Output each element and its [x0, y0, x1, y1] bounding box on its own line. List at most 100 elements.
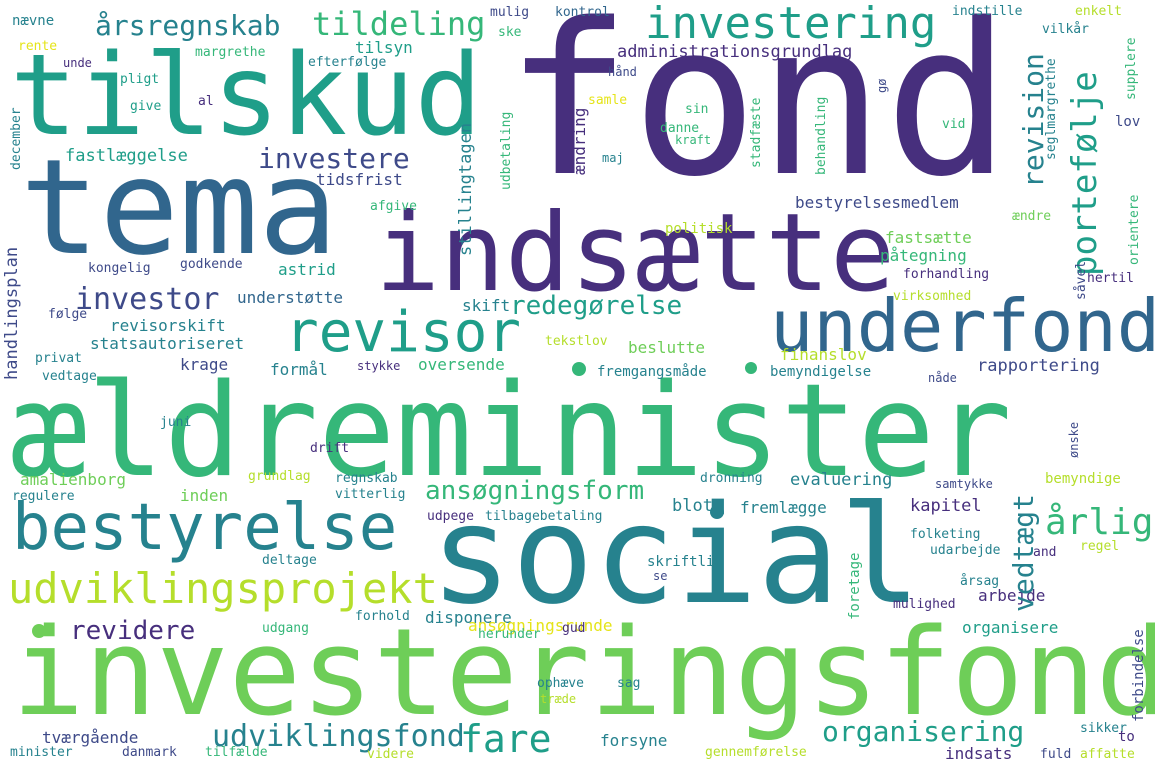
word-paategning: påtegning — [880, 246, 967, 265]
word-revisorskift: revisorskift — [110, 316, 226, 335]
word-indsaette: indsætte — [375, 191, 896, 316]
word-forsyne: forsyne — [600, 731, 668, 750]
word-tildeling: tildeling — [312, 5, 486, 43]
word-oversende: oversende — [418, 355, 505, 374]
word-ansogningsform: ansøgningsform — [425, 476, 645, 506]
word-navne: nævne — [12, 13, 55, 29]
word-sin: sin — [685, 102, 709, 117]
word-revisor: revisor — [285, 300, 522, 365]
word-forhold: forhold — [355, 609, 410, 624]
word-fond: fond — [505, 0, 1011, 223]
word-tvaergaaende: tværgående — [42, 728, 139, 747]
word-go: gø — [875, 78, 889, 93]
word-traede: træde — [540, 692, 577, 706]
word-hertil: hertil — [1087, 271, 1134, 286]
word-investor: investor — [75, 282, 220, 317]
word-kapitel: kapitel — [910, 496, 982, 516]
word-ansogningsrunde: ansøgningsrunde — [468, 616, 613, 635]
word-behandling: behandling — [814, 96, 829, 175]
word-statsautoriseret: statsautoriseret — [90, 334, 245, 353]
word-tilsyn: tilsyn — [355, 38, 413, 57]
word-aarsag: årsag — [960, 574, 1000, 589]
word-efterfolge: efterfølge — [308, 55, 387, 70]
word-pligt: pligt — [120, 72, 160, 87]
word-fremgangsmaade: fremgangsmåde — [597, 364, 707, 380]
word-arbejde: arbejde — [978, 586, 1046, 605]
word-blot: blot — [672, 496, 713, 516]
word-afgive: afgive — [370, 199, 417, 214]
word-udpege: udpege — [427, 509, 474, 524]
word-social: social — [430, 477, 922, 635]
word-saavel: såvel — [1074, 260, 1089, 300]
word-investeringsfond: investeringsfond — [12, 604, 1155, 743]
word-aarlig: årlig — [1045, 502, 1154, 543]
word-forbindelse: forbindelse — [1131, 629, 1147, 722]
word-tilbagebetaling: tilbagebetaling — [485, 509, 603, 524]
word-naade: nåde — [928, 371, 957, 385]
word-aendre: ændre — [1012, 209, 1052, 224]
word-administrationsgrundlag: administrationsgrundlag — [617, 42, 853, 62]
word-folge: følge — [48, 307, 88, 322]
word-tilfaelde: tilfælde — [205, 745, 268, 760]
word-onske: ønske — [1067, 421, 1081, 458]
word-maj: maj — [602, 151, 624, 165]
word-ske: ske — [498, 25, 522, 40]
word-portefolje: portefølje — [1065, 71, 1105, 276]
word-underfond: underfond — [770, 284, 1155, 368]
word-tekstlov: tekstlov — [545, 334, 608, 349]
word-bestyrelsesmedlem: bestyrelsesmedlem — [795, 193, 959, 212]
word-regel: regel — [1080, 539, 1120, 554]
word-deltage: deltage — [262, 553, 317, 568]
word-gud: gud — [562, 621, 586, 636]
word-grundlag: grundlag — [248, 469, 311, 484]
word-virksomhed: virksomhed — [893, 289, 972, 304]
word-udviklingsprojekt: udviklingsprojekt — [8, 564, 438, 613]
word-margrethe: margrethe — [195, 45, 266, 60]
word-amalienborg: amalienborg — [20, 470, 126, 489]
word-privat: privat — [35, 351, 82, 366]
word-stykke: stykke — [357, 359, 401, 373]
word-politisk: politisk — [665, 221, 733, 237]
word-enkelt: enkelt — [1075, 4, 1122, 19]
word-godkende: godkende — [180, 257, 243, 272]
word-investere: investere — [258, 142, 410, 175]
word-juni: juni — [160, 415, 192, 430]
word-astrid: astrid — [278, 260, 336, 279]
word-organisering: organisering — [822, 715, 1025, 748]
word-samle: samle — [588, 93, 628, 108]
dot-1 — [572, 362, 586, 376]
word-investering: investering — [645, 0, 937, 49]
word-rente: rente — [18, 39, 58, 54]
word-seglmargrethe: seglmargrethe — [1044, 58, 1059, 160]
word-videre: videre — [367, 747, 414, 762]
word-udviklingsfond: udviklingsfond — [212, 719, 465, 754]
word-supplere: supplere — [1124, 37, 1139, 100]
word-bestyrelse: bestyrelse — [12, 491, 398, 565]
word-disponere: disponere — [425, 608, 512, 627]
word-lov: lov — [1115, 114, 1141, 130]
word-regulere: regulere — [12, 489, 75, 504]
word-skift: skift — [462, 296, 511, 315]
word-vilkaar: vilkår — [1042, 22, 1089, 37]
word-to: to — [1118, 729, 1135, 745]
word-danne: danne — [660, 121, 700, 136]
word-kontrol: kontrol — [555, 5, 610, 20]
word-haand: hånd — [608, 65, 637, 79]
word-handlingsplan: handlingsplan — [2, 246, 22, 380]
word-minister: minister — [10, 745, 73, 760]
word-foretage: foretage — [847, 552, 863, 620]
word-stadfaeste: stadfæste — [749, 97, 764, 168]
word-gennemforelse: gennemførelse — [705, 745, 807, 760]
word-krage: krage — [180, 355, 229, 374]
word-inden: inden — [180, 486, 229, 505]
word-folketing: folketing — [910, 527, 981, 542]
word-fremlaegge: fremlægge — [740, 498, 827, 517]
word-skriftlig: skriftlig — [647, 554, 723, 570]
word-unde: unde — [63, 56, 92, 70]
word-and: and — [1033, 545, 1057, 560]
word-aeldreminister: ældreminister — [10, 357, 1012, 506]
word-orientere: orientere — [1127, 194, 1142, 265]
word-redegorelse: redegørelse — [510, 291, 683, 321]
word-indstille: indstille — [952, 4, 1023, 19]
